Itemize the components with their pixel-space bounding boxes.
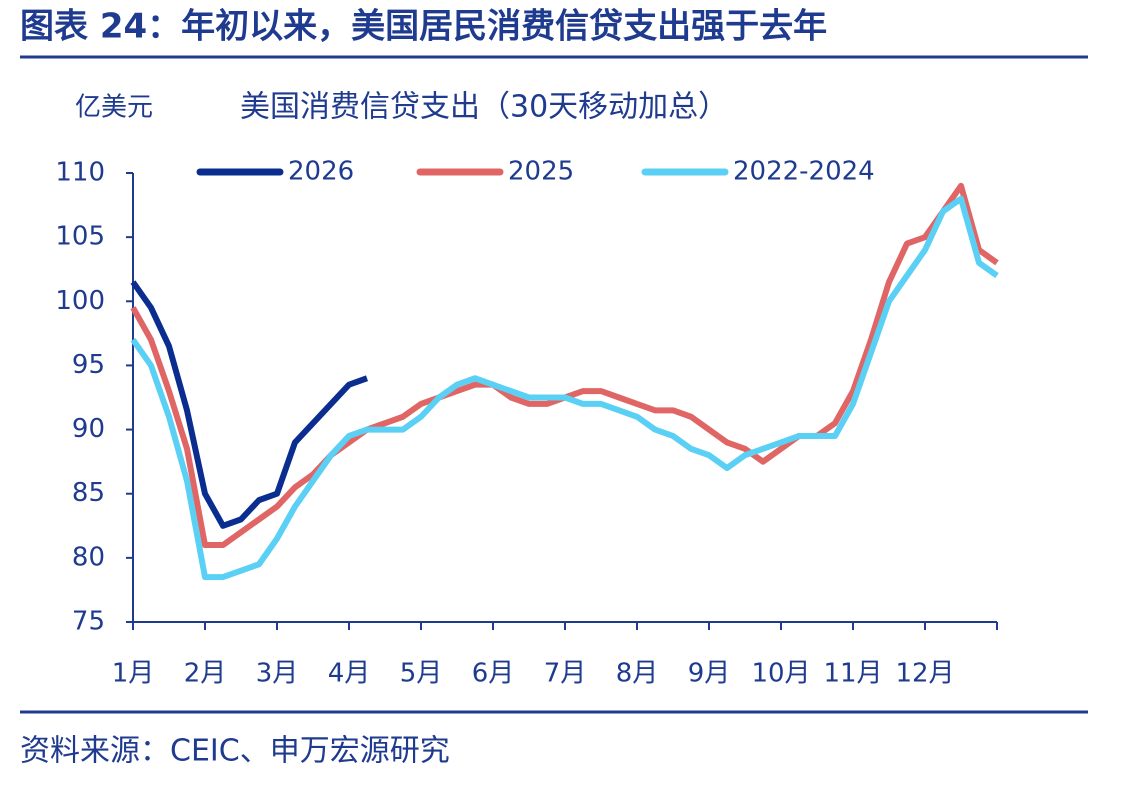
x-tick-label: 6月: [472, 659, 515, 689]
x-tick-label: 9月: [688, 659, 731, 689]
y-tick-label: 105: [55, 222, 105, 252]
y-tick-label: 85: [72, 478, 105, 508]
unit-label: 亿美元: [75, 93, 153, 123]
x-tick-label: 1月: [112, 659, 155, 689]
chart-title: 图表 24：年初以来，美国居民消费信贷支出强于去年: [20, 7, 827, 47]
x-tick-label: 4月: [328, 659, 371, 689]
legend-label: 2022-2024: [733, 157, 875, 187]
y-tick-label: 80: [72, 542, 105, 572]
x-tick-label: 5月: [400, 659, 443, 689]
legend-label: 2025: [508, 157, 574, 187]
y-tick-label: 100: [55, 286, 105, 316]
x-tick-label: 7月: [544, 659, 587, 689]
chart-subtitle: 美国消费信贷支出（30天移动加总）: [240, 90, 728, 125]
x-tick-label: 8月: [616, 659, 659, 689]
series-line: [130, 280, 369, 529]
y-tick-label: 75: [72, 607, 105, 637]
x-tick-label: 11月: [823, 659, 882, 689]
series-line: [130, 195, 999, 581]
legend-label: 2026: [288, 157, 354, 187]
y-tick-label: 90: [72, 414, 105, 444]
x-tick-label: 2月: [184, 659, 227, 689]
y-tick-label: 95: [72, 350, 105, 380]
x-tick-label: 3月: [256, 659, 299, 689]
x-tick-label: 10月: [751, 659, 810, 689]
source-note: 资料来源：CEIC、申万宏源研究: [20, 734, 450, 769]
y-tick-label: 110: [55, 158, 105, 188]
x-tick-label: 12月: [895, 659, 954, 689]
